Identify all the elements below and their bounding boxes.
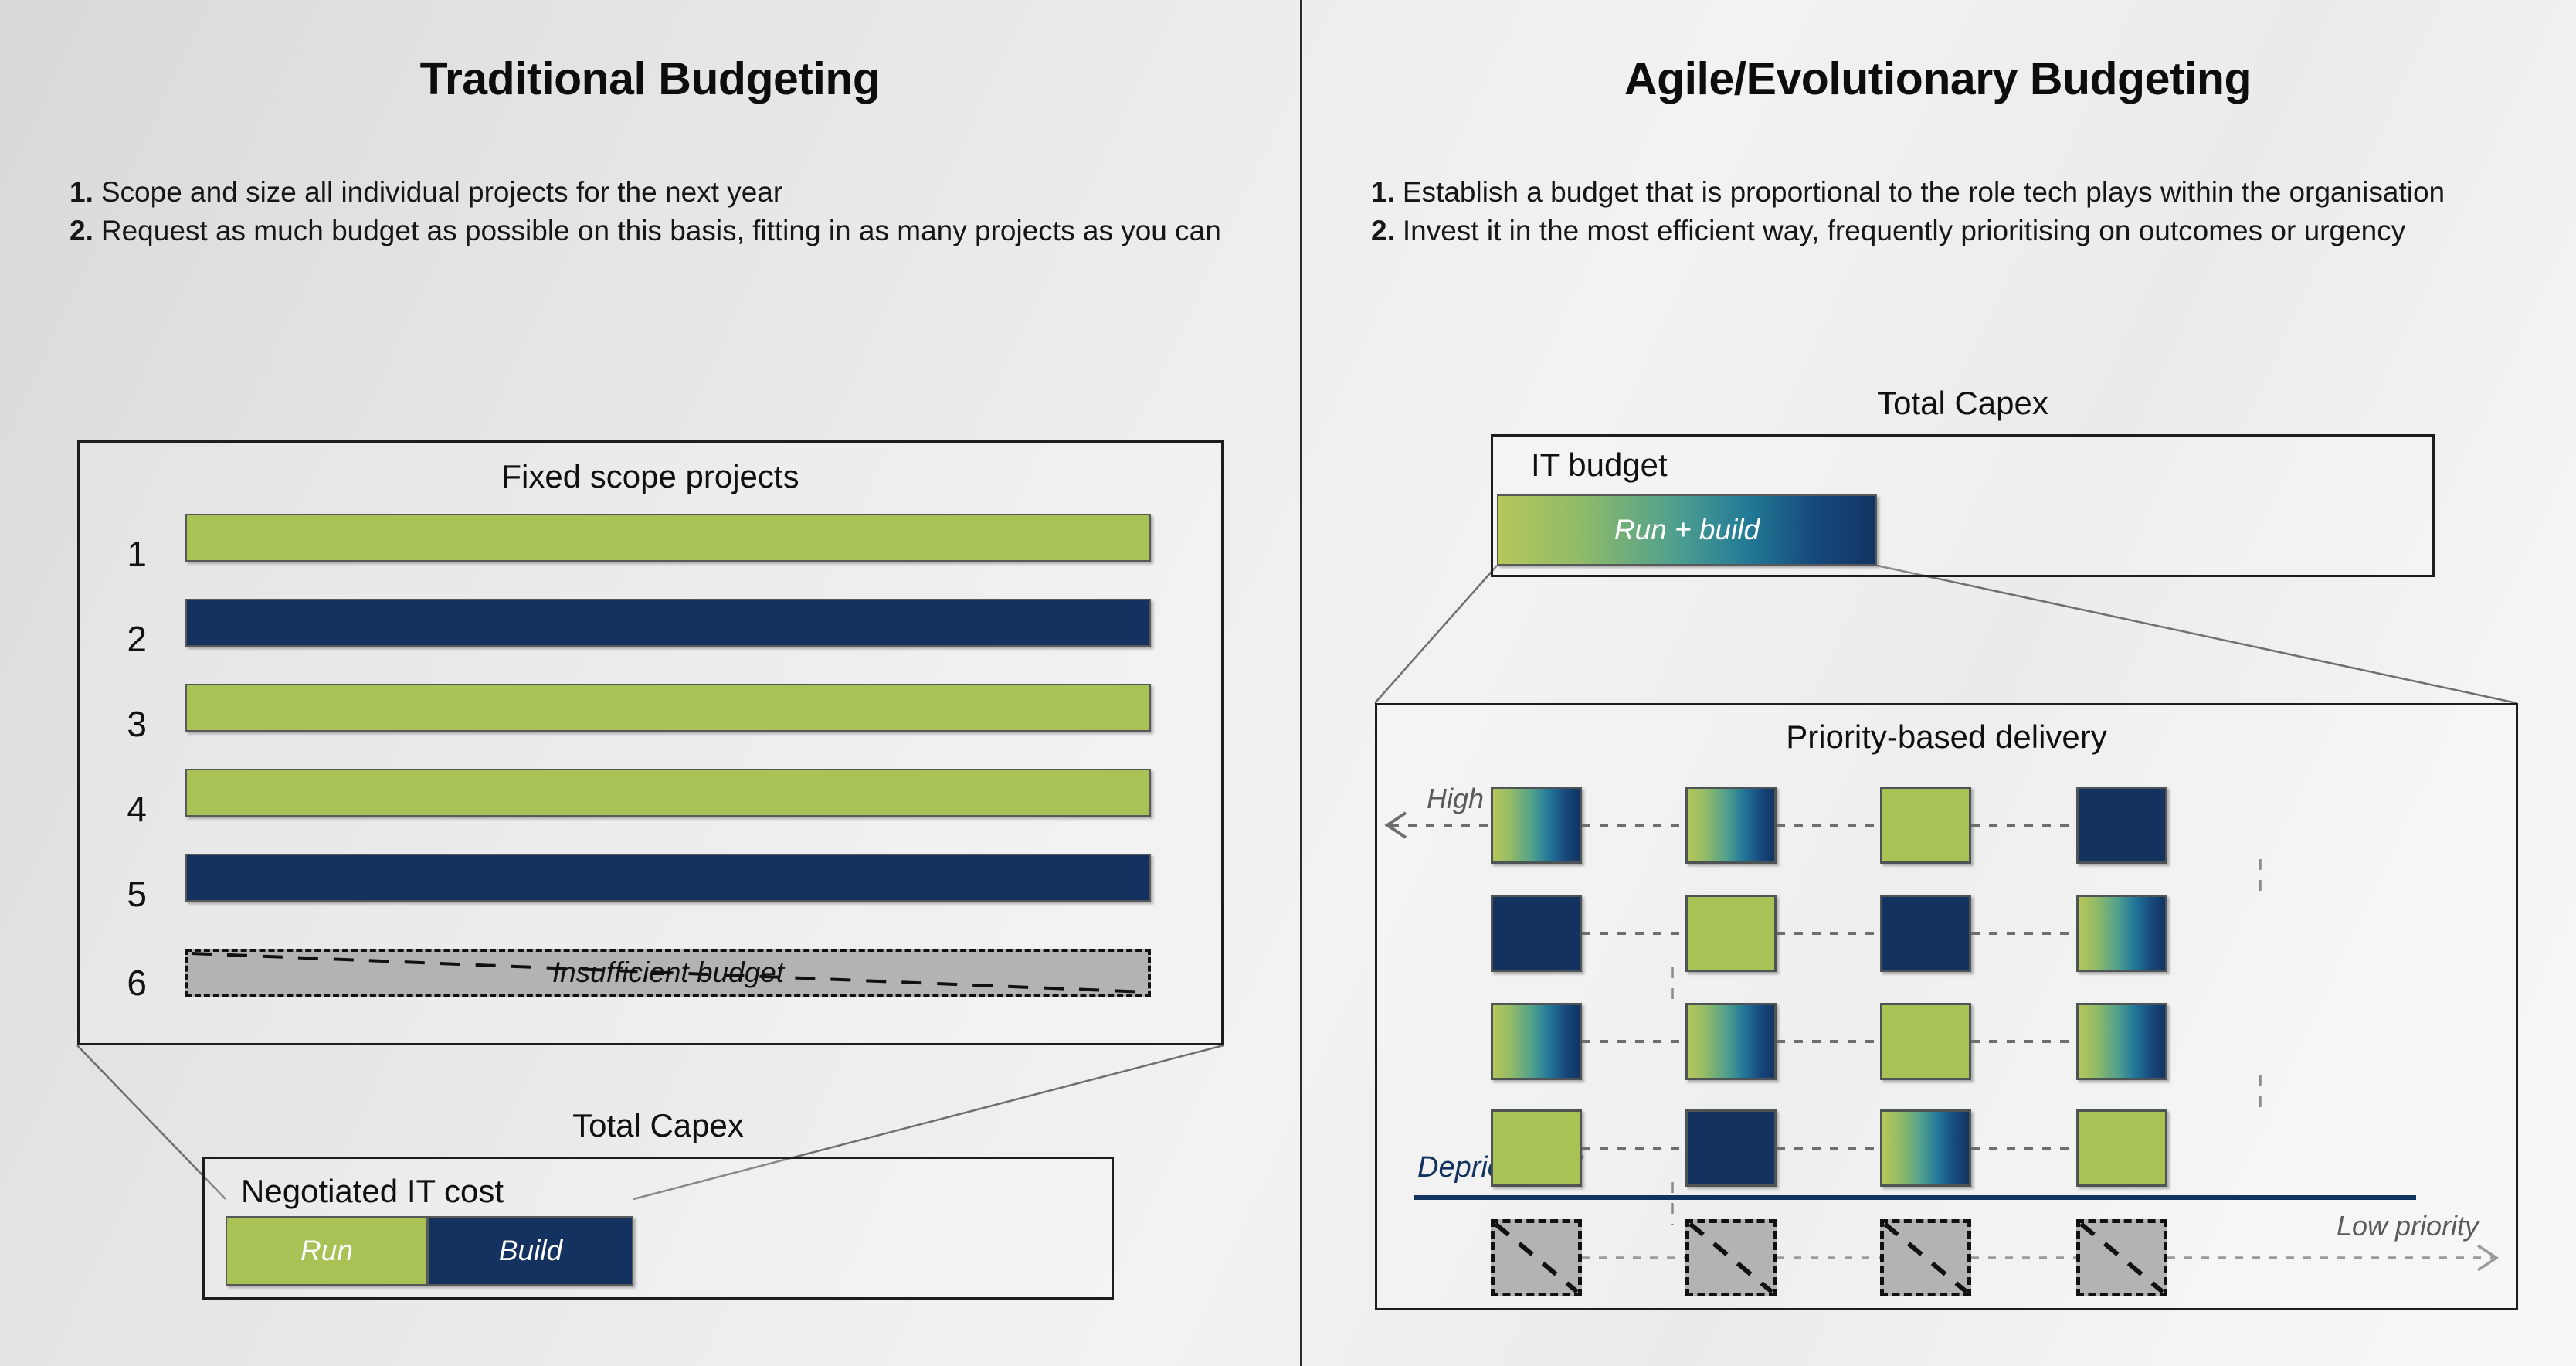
priority-cell[interactable]	[1685, 1109, 1777, 1187]
list-item-text: Establish a budget that is proportional …	[1402, 176, 2445, 208]
priority-cell[interactable]	[1491, 1003, 1582, 1080]
project-bar[interactable]	[185, 514, 1151, 562]
priority-cell[interactable]	[1685, 787, 1777, 864]
priority-cell[interactable]	[2076, 1109, 2167, 1187]
priority-cell-deprioritised[interactable]	[2076, 1219, 2167, 1296]
right-panel-title: Agile/Evolutionary Budgeting	[1624, 53, 2252, 104]
project-bar[interactable]	[185, 769, 1151, 817]
list-item: 1. Scope and size all individual project…	[70, 174, 1251, 211]
right-capex-caption: Total Capex	[1877, 385, 2048, 421]
list-item-number: 1.	[1371, 176, 1395, 208]
priority-cell[interactable]	[1491, 895, 1582, 972]
run-plus-build-bar[interactable]: Run + build	[1497, 494, 1877, 566]
priority-cell[interactable]	[1880, 1003, 1971, 1080]
list-item-text: Request as much budget as possible on th…	[100, 215, 1221, 247]
list-item-number: 2.	[1371, 215, 1395, 247]
insufficient-budget-label: Insufficient budget	[552, 957, 785, 988]
project-row-number: 5	[127, 874, 147, 914]
priority-cell[interactable]	[2076, 787, 2167, 864]
it-budget-label: IT budget	[1531, 447, 1668, 483]
project-row-number: 2	[127, 619, 147, 659]
priority-cell[interactable]	[1880, 1109, 1971, 1187]
build-segment-label: Build	[498, 1235, 563, 1266]
project-bar[interactable]	[185, 854, 1151, 902]
list-item: 2. Invest it in the most efficient way, …	[1371, 212, 2491, 250]
run-plus-build-label: Run + build	[1614, 514, 1760, 545]
left-panel-title: Traditional Budgeting	[419, 53, 881, 104]
project-bar-insufficient[interactable]: Insufficient budget	[185, 949, 1151, 997]
project-bar[interactable]	[185, 599, 1151, 647]
list-item: 1. Establish a budget that is proportion…	[1371, 174, 2491, 211]
priority-cell[interactable]	[1685, 895, 1777, 972]
list-item: 2. Request as much budget as possible on…	[70, 212, 1251, 250]
run-segment-label: Run	[300, 1235, 353, 1266]
list-item-text: Scope and size all individual projects f…	[100, 176, 783, 208]
priority-cell[interactable]	[2076, 1003, 2167, 1080]
project-row-number: 4	[127, 789, 147, 829]
priority-cell[interactable]	[1880, 787, 1971, 864]
priority-cell-deprioritised[interactable]	[1880, 1219, 1971, 1296]
priority-cell[interactable]	[1491, 1109, 1582, 1187]
right-steps-list: 1. Establish a budget that is proportion…	[1371, 174, 2491, 251]
priority-cell[interactable]	[2076, 895, 2167, 972]
list-item-number: 2.	[70, 215, 93, 247]
priority-cell-deprioritised[interactable]	[1491, 1219, 1582, 1296]
priority-cell-deprioritised[interactable]	[1685, 1219, 1777, 1296]
run-segment[interactable]: Run	[226, 1216, 428, 1286]
negotiated-it-cost-label: Negotiated IT cost	[241, 1173, 504, 1209]
panel-divider	[1300, 0, 1302, 1366]
priority-cell[interactable]	[1880, 895, 1971, 972]
project-row-number: 1	[127, 534, 147, 574]
build-segment[interactable]: Build	[428, 1216, 633, 1286]
project-row-number: 3	[127, 704, 147, 744]
fixed-scope-title: Fixed scope projects	[501, 458, 799, 494]
priority-delivery-title: Priority-based delivery	[1786, 719, 2107, 755]
left-capex-caption: Total Capex	[572, 1107, 744, 1143]
priority-cell[interactable]	[1491, 787, 1582, 864]
list-item-number: 1.	[70, 176, 93, 208]
priority-cell[interactable]	[1685, 1003, 1777, 1080]
low-priority-label: Low priority	[2337, 1210, 2479, 1242]
left-steps-list: 1. Scope and size all individual project…	[70, 174, 1251, 251]
project-row-number: 6	[127, 963, 147, 1003]
list-item-text: Invest it in the most efficient way, fre…	[1402, 215, 2406, 247]
project-bar[interactable]	[185, 684, 1151, 732]
